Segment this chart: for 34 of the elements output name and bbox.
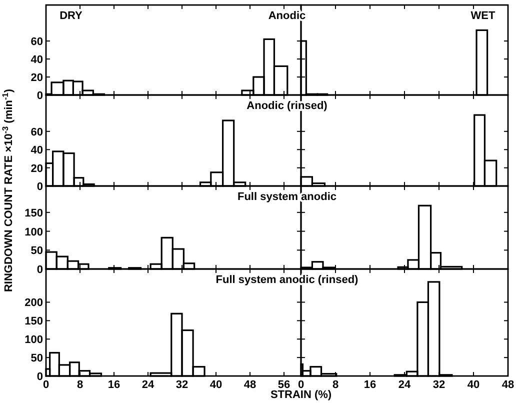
y-tick-label: 0 [36,371,43,383]
y-tick-label: 150 [24,207,43,220]
x-tick-label: 40 [210,379,222,391]
x-tick-label: 48 [502,379,514,391]
x-tick-label: 32 [432,379,446,391]
x-axis-title: STRAIN (%) [270,389,332,401]
y-tick-label: 200 [24,297,43,310]
y-tick-label: 40 [30,144,43,157]
y-tick-label: 150 [24,316,43,328]
x-tick-label: 48 [244,379,256,391]
y-tick-label: 100 [24,334,43,346]
y-tick-label: 60 [30,126,43,138]
y-tick-label: 40 [30,54,43,66]
annotation: WET [470,10,496,22]
y-tick-label: 0 [36,90,43,102]
x-tick-label: 8 [76,379,84,391]
y-tick-label: 0 [36,181,43,193]
x-tick-label: 8 [332,379,339,391]
x-tick-label: 16 [364,379,376,391]
y-tick-label: 20 [30,162,43,175]
y-tick-label: 100 [24,226,43,238]
y-tick-label: 0 [36,264,43,276]
x-tick-label: 40 [467,379,480,391]
y-tick-label: 20 [30,72,43,84]
x-tick-label: 24 [398,379,412,391]
x-tick-label: 24 [142,379,155,391]
annotation: DRY [60,10,84,22]
y-tick-label: 50 [30,245,43,258]
x-tick-label: 0 [298,379,304,391]
x-tick-label: 56 [278,379,290,391]
x-tick-label: 16 [108,379,120,391]
y-tick-label: 60 [30,36,43,48]
y-tick-label: 50 [30,352,43,365]
x-tick-label: 32 [176,379,188,391]
